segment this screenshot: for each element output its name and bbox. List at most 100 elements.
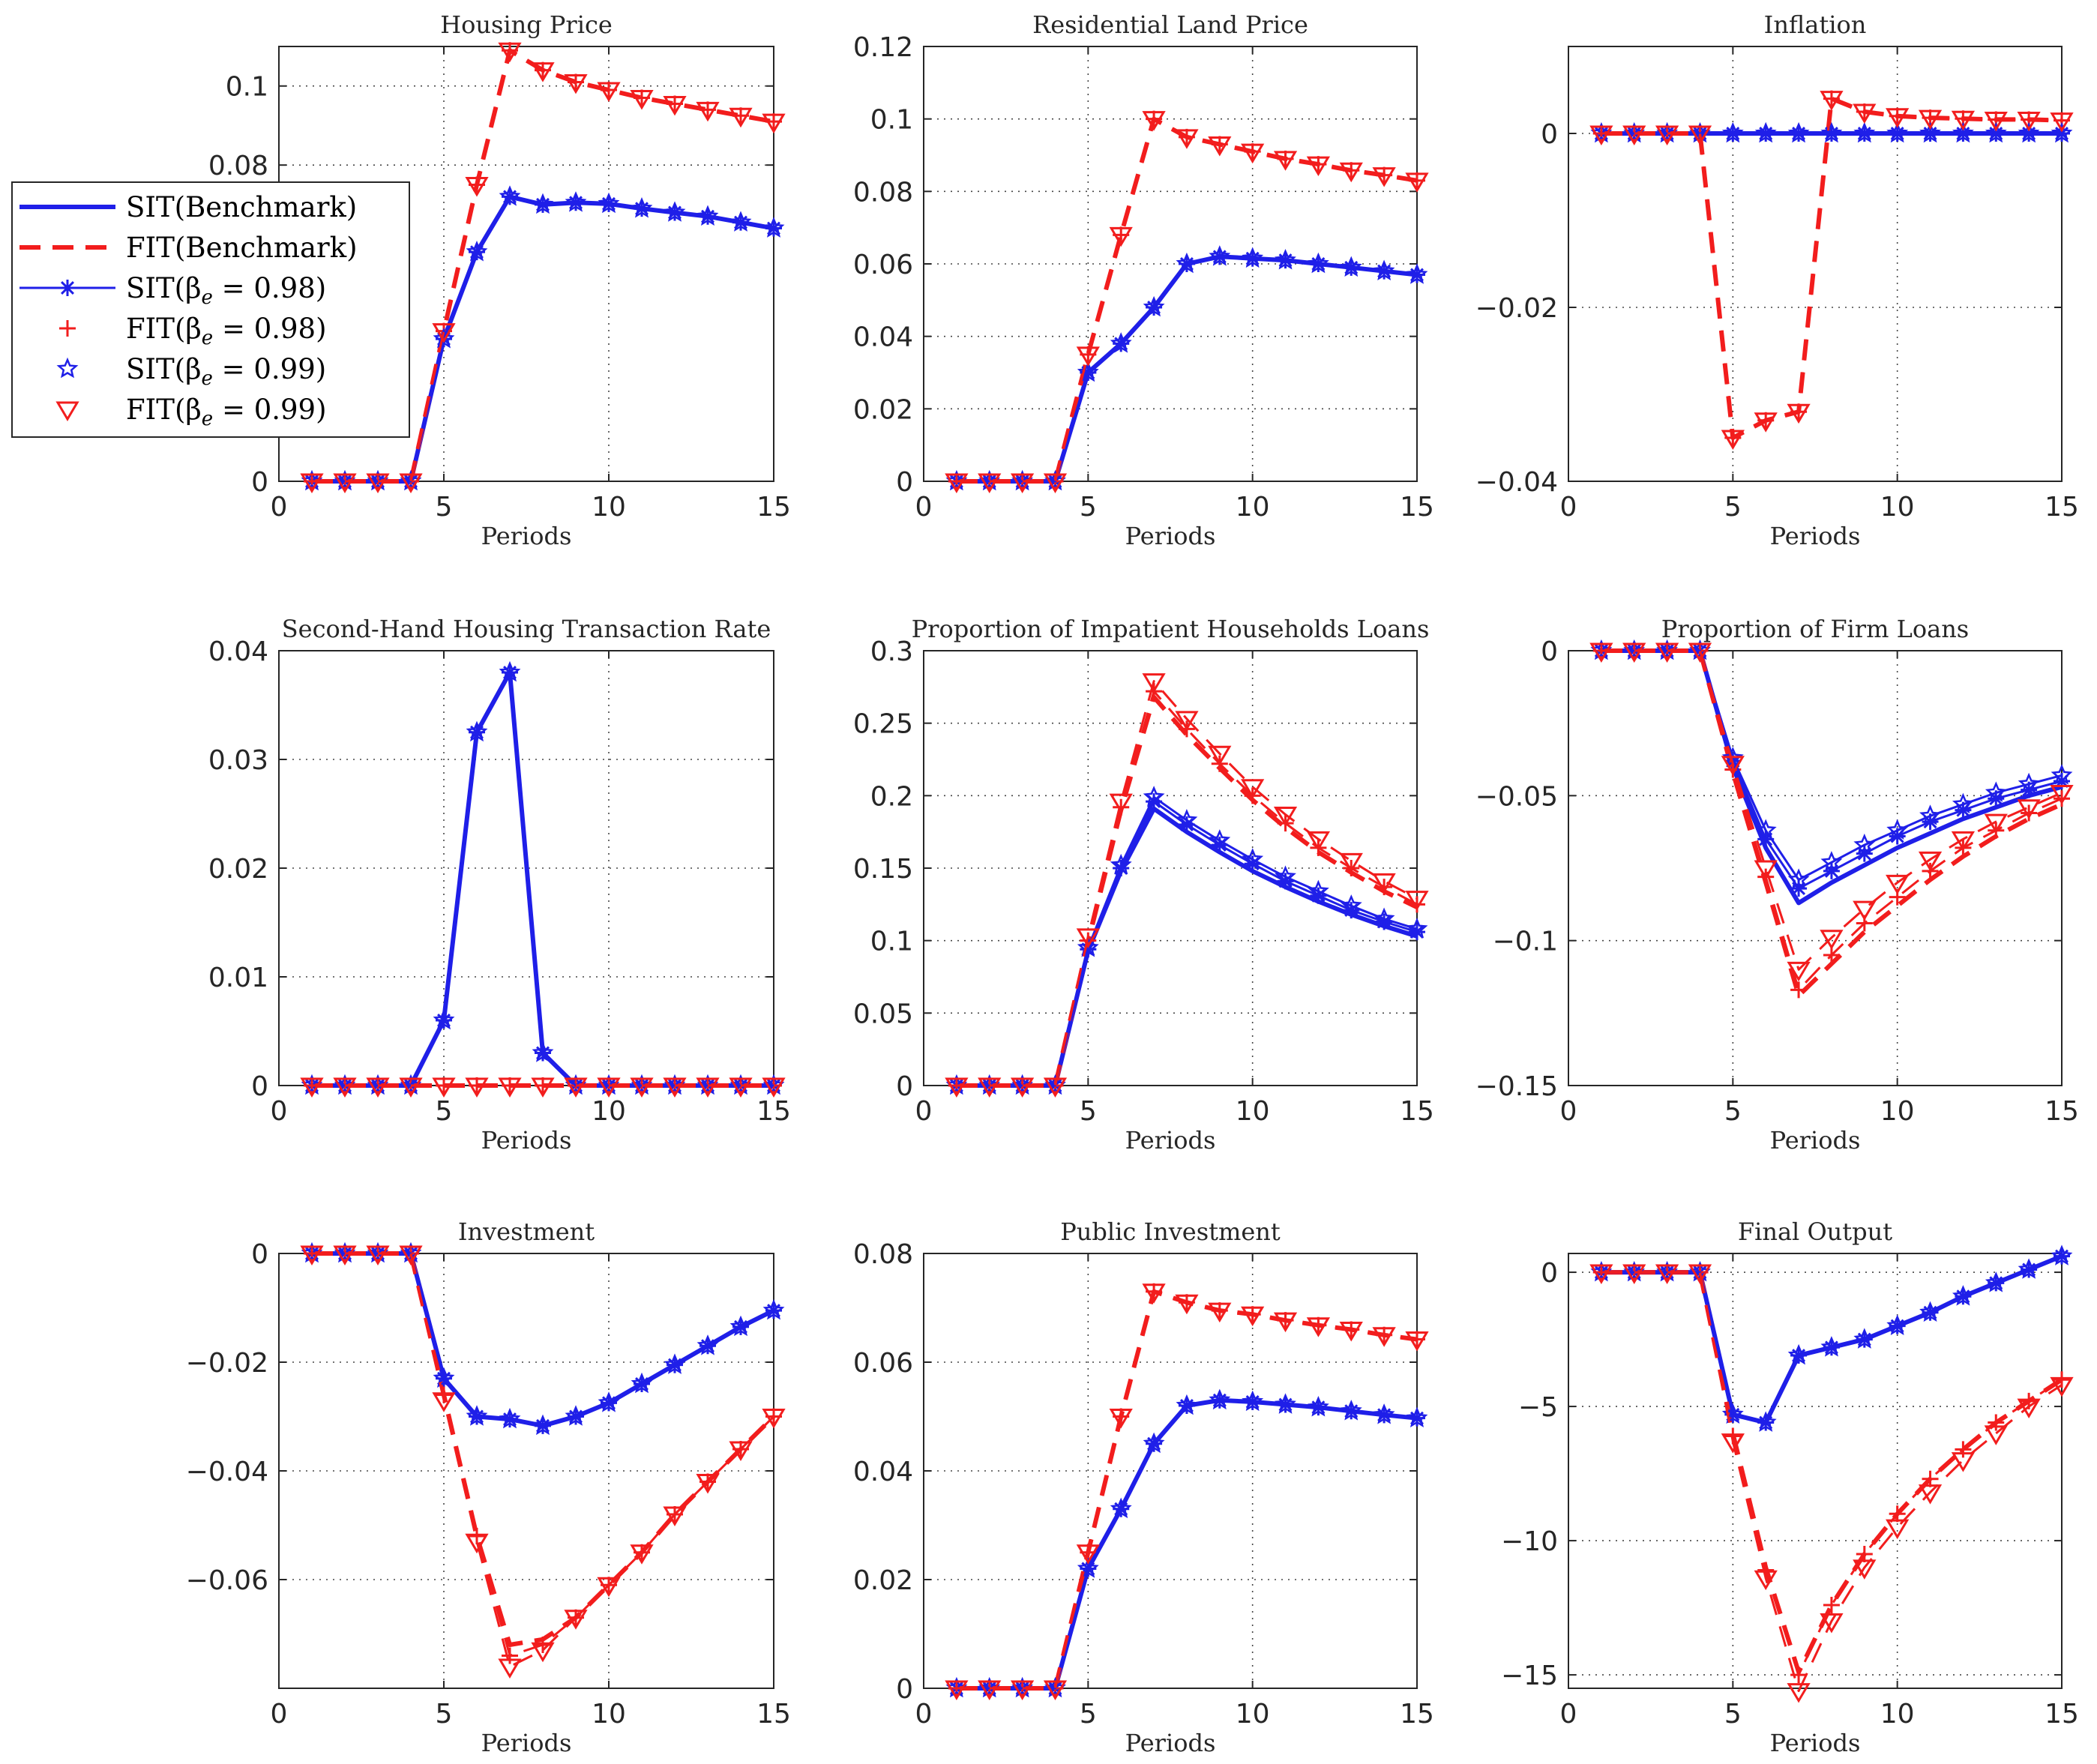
data-point-tri <box>432 323 456 343</box>
x-tick-label: 15 <box>756 1699 791 1730</box>
x-tick-label: 10 <box>1880 1096 1915 1127</box>
data-point-star <box>1889 828 1906 845</box>
data-point-hex <box>1110 853 1132 875</box>
series-line <box>956 806 1418 1088</box>
data-point-hex <box>499 1407 521 1429</box>
data-point-tri <box>762 113 786 134</box>
series-2 <box>312 1251 776 1647</box>
data-point-tri <box>366 1245 390 1265</box>
data-point-tri <box>465 1533 489 1554</box>
series-line <box>1601 649 2063 971</box>
y-tick-label: −5 <box>1518 1392 1558 1423</box>
x-tick-label: 5 <box>1080 492 1097 523</box>
data-point-tri <box>978 473 1002 493</box>
series-line <box>956 1290 1418 1690</box>
data-point-hex <box>1209 245 1231 266</box>
data-point-tri <box>1306 156 1331 177</box>
y-tick-label: 0.05 <box>853 999 913 1029</box>
x-axis-label: Periods <box>1125 1729 1216 1757</box>
data-point-tri <box>1918 1484 1943 1505</box>
data-point-hex <box>1952 792 1974 814</box>
legend-entry: SIT(βe = 0.99) <box>56 353 326 390</box>
data-point-tri <box>1787 403 1811 424</box>
y-tick-label: 0 <box>251 1071 268 1102</box>
data-point-hex <box>1721 121 1744 143</box>
series-line <box>956 1289 1418 1691</box>
data-point-tri <box>1010 1680 1035 1700</box>
x-tick-label: 15 <box>756 492 791 523</box>
data-point-tri <box>1787 961 1811 982</box>
x-axis-label: Periods <box>1770 1126 1861 1155</box>
data-point-hex <box>1952 1285 1974 1306</box>
data-point-tri <box>1405 172 1429 193</box>
data-point-tri <box>399 473 423 493</box>
data-point-tri <box>1655 125 1679 145</box>
y-tick-label: 0.1 <box>870 927 913 957</box>
series-6 <box>945 1283 1429 1700</box>
data-point-tri <box>696 1077 720 1098</box>
y-tick-label: 0.02 <box>853 394 913 425</box>
y-tick-label: 0.15 <box>853 854 913 885</box>
data-point-hex <box>466 241 488 262</box>
data-point-hex <box>1406 1406 1428 1427</box>
y-tick-label: −0.15 <box>1475 1071 1558 1102</box>
x-tick-label: 15 <box>2045 1699 2079 1730</box>
data-point-tri <box>2050 784 2074 805</box>
data-point-star <box>1922 813 1939 831</box>
data-point-tri <box>1208 136 1232 157</box>
y-tick-label: −0.05 <box>1475 781 1558 812</box>
x-tick-label: 15 <box>756 1096 791 1127</box>
x-tick-label: 0 <box>1560 492 1577 523</box>
data-point-tri <box>1853 103 1877 124</box>
data-point-tri <box>1688 125 1712 145</box>
data-point-tri <box>1043 1680 1068 1700</box>
data-point-tri <box>1721 1433 1745 1454</box>
data-point-tri <box>1208 1302 1232 1323</box>
data-point-hex <box>466 720 488 742</box>
data-point-tri <box>1622 125 1646 145</box>
data-point-tri <box>1886 108 1910 128</box>
data-point-tri <box>1951 110 1976 131</box>
data-point-plus <box>1790 981 1808 999</box>
data-point-tri <box>630 90 654 110</box>
data-point-tri <box>2050 112 2074 133</box>
series-6 <box>945 673 1429 1098</box>
x-tick-label: 15 <box>2045 492 2079 523</box>
y-tick-label: 0.08 <box>208 151 268 181</box>
series-1 <box>956 1397 1418 1691</box>
data-point-tri <box>1655 1264 1679 1285</box>
data-point-hex <box>1406 917 1428 939</box>
series-4 <box>1592 642 2070 999</box>
data-point-tri <box>729 1441 753 1461</box>
data-point-hex <box>1176 809 1198 830</box>
x-axis-label: Periods <box>481 1126 572 1155</box>
data-point-star <box>765 220 782 237</box>
panel-7: Investment 0 5 10 15 −0.06 −0.04 −0.02 0 Periods <box>186 1217 791 1757</box>
data-point-hex <box>1853 1328 1876 1349</box>
legend-label: SIT(Benchmark) <box>126 191 357 223</box>
data-point-hex <box>1242 247 1264 268</box>
data-point-hex <box>598 1391 620 1412</box>
panel-title: Public Investment <box>1060 1217 1281 1246</box>
x-tick-label: 10 <box>1880 1699 1915 1730</box>
x-tick-label: 10 <box>1236 492 1270 523</box>
data-point-tri <box>1820 91 1844 111</box>
data-point-hex <box>1143 786 1165 807</box>
data-point-tri <box>1010 473 1035 493</box>
series-line <box>312 1252 774 1427</box>
data-point-hex <box>1919 121 1941 143</box>
data-point-tri <box>1589 125 1613 145</box>
data-point-tri <box>1273 806 1298 827</box>
panel-title: Proportion of Impatient Households Loans <box>912 615 1430 643</box>
x-axis-label: Periods <box>481 1729 572 1757</box>
data-point-hex <box>2051 764 2073 785</box>
data-point-tri <box>1241 143 1265 164</box>
y-tick-label: 0 <box>251 467 268 498</box>
legend-box <box>11 181 410 438</box>
data-point-plus <box>1889 1505 1906 1523</box>
data-point-tri <box>1076 1544 1100 1565</box>
data-point-tri <box>1984 1425 2008 1445</box>
data-point-plus <box>1922 1470 1939 1487</box>
data-point-hex <box>1242 1390 1264 1412</box>
series-line <box>312 1252 774 1427</box>
